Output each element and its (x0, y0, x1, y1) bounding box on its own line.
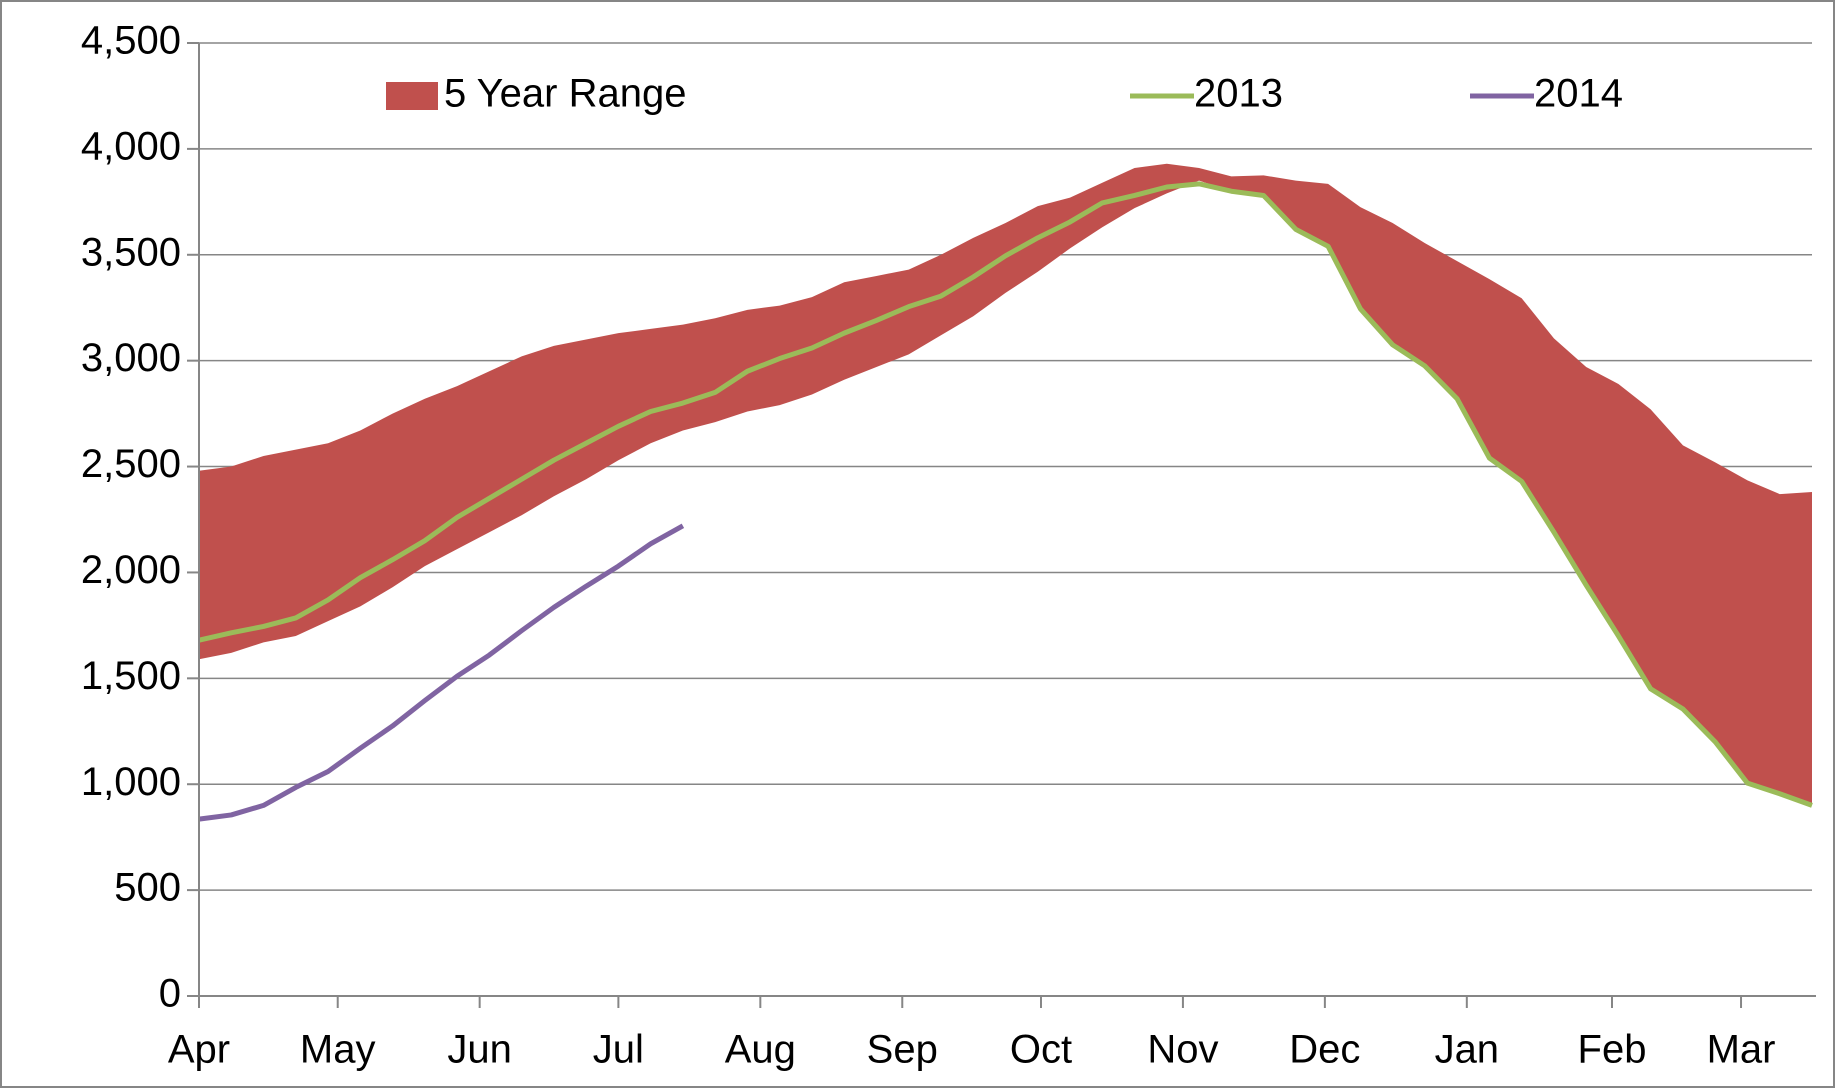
y-tick-label: 4,500 (81, 19, 181, 63)
x-tick-label: Jan (1435, 1028, 1500, 1072)
legend-swatch (386, 82, 438, 110)
y-tick-label: 500 (114, 866, 181, 910)
x-tick-label: Nov (1147, 1028, 1218, 1072)
legend-label: 5 Year Range (444, 72, 686, 116)
series-line (198, 523, 685, 822)
y-tick-label: 2,000 (81, 548, 181, 592)
x-tick-label: Mar (1707, 1028, 1776, 1072)
x-tick-label: Sep (867, 1028, 938, 1072)
y-tick-label: 2,500 (81, 442, 181, 486)
x-tick-label: Jun (447, 1028, 512, 1072)
y-tick-label: 1,000 (81, 760, 181, 804)
legend-label: 2014 (1534, 72, 1623, 116)
y-tick-label: 1,500 (81, 654, 181, 698)
x-tick-label: Oct (1010, 1028, 1072, 1072)
y-tick-label: 0 (159, 972, 181, 1016)
range-area (199, 163, 1812, 806)
x-tick-label: Apr (168, 1028, 230, 1072)
legend-label: 2013 (1194, 72, 1283, 116)
series-line (198, 181, 1813, 808)
y-tick-label: 3,500 (81, 230, 181, 274)
y-tick-label: 3,000 (81, 336, 181, 380)
x-tick-label: Jul (593, 1028, 644, 1072)
x-tick-label: May (300, 1028, 376, 1072)
x-tick-label: Dec (1289, 1028, 1360, 1072)
x-tick-label: Feb (1578, 1028, 1647, 1072)
y-tick-label: 4,000 (81, 124, 181, 168)
x-tick-label: Aug (725, 1028, 796, 1072)
